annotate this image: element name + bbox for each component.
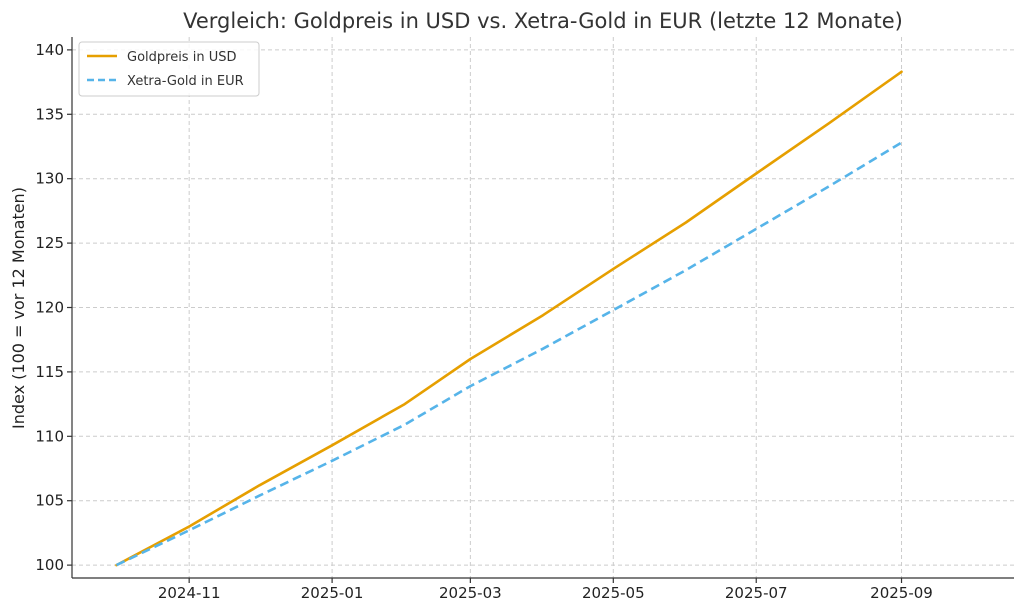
legend-box xyxy=(78,41,260,97)
y-tick-label: 130 xyxy=(35,170,64,188)
series-line-2 xyxy=(115,141,903,567)
y-tick-label: 125 xyxy=(35,234,64,252)
legend-label: Xetra-Gold in EUR xyxy=(127,74,244,89)
series-lines xyxy=(115,70,903,567)
y-tick-label: 120 xyxy=(35,299,64,317)
y-axis-label: Index (100 = vor 12 Monaten) xyxy=(9,187,28,429)
x-tick-label: 2025-09 xyxy=(870,584,933,602)
x-tick-label: 2025-07 xyxy=(725,584,788,602)
y-tick-label: 100 xyxy=(35,556,64,574)
y-tick-label: 140 xyxy=(35,41,64,59)
legend-label: Goldpreis in USD xyxy=(127,50,236,65)
grid xyxy=(72,37,1014,578)
legend: Goldpreis in USD Xetra-Gold in EUR xyxy=(78,41,260,97)
tick-labels: 100 105 110 115 120 125 130 135 140 2024-11 2025-0… xyxy=(35,41,933,602)
axes xyxy=(67,37,1014,583)
x-tick-label: 2024-11 xyxy=(158,584,221,602)
y-tick-label: 115 xyxy=(35,363,64,381)
x-tick-label: 2025-05 xyxy=(582,584,645,602)
y-tick-label: 110 xyxy=(35,427,64,445)
x-tick-label: 2025-03 xyxy=(439,584,502,602)
y-tick-label: 105 xyxy=(35,492,64,510)
series-line-1 xyxy=(115,70,903,567)
chart-title: Vergleich: Goldpreis in USD vs. Xetra-Go… xyxy=(183,9,903,33)
y-tick-label: 135 xyxy=(35,105,64,123)
x-tick-label: 2025-01 xyxy=(301,584,364,602)
